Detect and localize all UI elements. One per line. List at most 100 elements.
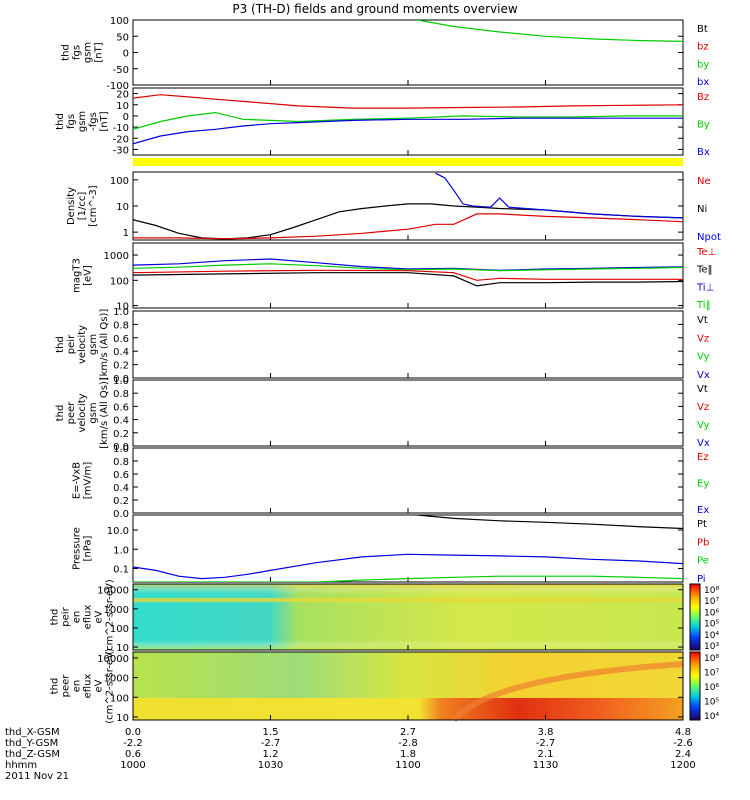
orbit-label: thd_X-GSM [5, 727, 60, 738]
y-axis-label: [cm^-3] [88, 185, 99, 226]
y-axis-label: [nT] [99, 111, 110, 131]
y-axis-label: [km/s (All Qs)] [99, 377, 110, 449]
y-tick-label: 0.6 [113, 334, 129, 345]
y-tick-label: 1 [123, 228, 129, 239]
legend-Te‖: Te‖ [696, 265, 713, 276]
legend-Pe: Pe [697, 556, 709, 567]
y-tick-label: 0.2 [113, 429, 129, 440]
series-Ti⊥ [133, 258, 683, 271]
series-Ti‖ [133, 263, 683, 272]
orbit-value: 4.8 [675, 727, 691, 738]
spectrogram-low-energy [133, 698, 683, 720]
legend-Vx: Vx [697, 370, 710, 381]
series-Te⊥ [133, 269, 683, 281]
y-tick-label: 0.4 [113, 483, 129, 494]
figure-title: P3 (TH-D) fields and ground moments over… [232, 2, 517, 16]
y-tick-label: 0.0 [113, 442, 129, 453]
orbit-value: 1.8 [400, 749, 416, 760]
legend-Ez: Ez [697, 452, 709, 463]
y-tick-label: 10.0 [107, 526, 129, 537]
y-tick-label: 0.6 [113, 402, 129, 413]
ephemeris-bar [133, 158, 683, 166]
date-label: 2011 Nov 21 [5, 771, 69, 782]
legend-Vy: Vy [697, 420, 710, 431]
series-Pi [133, 553, 683, 580]
y-tick-label: 1.0 [113, 307, 129, 318]
y-tick-label: 1.0 [113, 545, 129, 556]
y-axis-label: magT3 [72, 258, 83, 293]
y-axis-label: eV [94, 679, 105, 692]
y-axis-label: en [72, 611, 83, 624]
y-axis-label: thd [55, 336, 66, 353]
colorbar-label: 10³ [704, 642, 719, 652]
orbit-value: 1.5 [263, 727, 279, 738]
legend-Vx: Vx [697, 438, 710, 449]
colorbar [689, 583, 701, 651]
y-tick-label: 0.8 [113, 389, 129, 400]
y-axis-label: [eV] [83, 265, 94, 286]
y-tick-label: 0.1 [113, 565, 129, 576]
y-tick-label: 20 [116, 90, 129, 101]
y-axis-label: fgs [66, 114, 77, 129]
orbit-value: 0.0 [125, 727, 141, 738]
series-Pe [133, 575, 683, 582]
y-tick-label: -20 [113, 134, 129, 145]
orbit-value: 1.2 [263, 749, 279, 760]
legend-Ti⊥: Ti⊥ [696, 282, 714, 293]
y-axis-label: E=-VxB [72, 462, 83, 499]
orbit-label: thd_Y-GSM [5, 738, 58, 749]
legend-Bz: Bz [697, 92, 709, 103]
y-tick-label: 1.0 [113, 376, 129, 387]
y-tick-label: 0 [123, 112, 129, 123]
y-axis-label: velocity [77, 325, 88, 364]
series-Te‖ [133, 272, 683, 287]
legend-Ti‖: Ti‖ [696, 300, 711, 311]
y-tick-label: -10 [113, 123, 129, 134]
y-tick-label: 100 [110, 624, 129, 635]
orbit-value: -2.2 [123, 738, 143, 749]
spectrogram-band [133, 598, 683, 602]
legend-Ex: Ex [697, 505, 709, 516]
y-axis-label: thd [61, 44, 72, 61]
y-axis-label: velocity [77, 393, 88, 432]
colorbar-label: 10⁷ [704, 597, 719, 607]
y-tick-label: 1000 [104, 605, 129, 616]
y-axis-label: en [72, 680, 83, 693]
legend-Ey: Ey [697, 479, 709, 490]
y-tick-label: 0.4 [113, 347, 129, 358]
y-axis-label: thd [55, 113, 66, 130]
colorbar-label: 10⁶ [704, 608, 719, 618]
y-tick-label: 50 [116, 32, 129, 43]
y-axis-label: thd [50, 678, 61, 695]
legend-Pi: Pi [697, 574, 706, 585]
panel-frame [132, 19, 684, 86]
y-tick-label: 0.0 [113, 509, 129, 520]
y-axis-label: gsm [88, 334, 99, 355]
y-tick-label: 100 [110, 693, 129, 704]
panel-frame [132, 87, 684, 156]
y-tick-label: 1000 [104, 674, 129, 685]
orbit-value: 1100 [395, 760, 420, 771]
y-tick-label: 0.8 [113, 320, 129, 331]
legend-Vy: Vy [697, 352, 710, 363]
legend-Npot: Npot [697, 232, 721, 243]
y-axis-label: gsm [83, 42, 94, 63]
y-tick-label: 10 [116, 713, 129, 724]
colorbar-label: 10⁸ [704, 654, 719, 664]
orbit-value: 2.1 [538, 749, 554, 760]
panel-frame [132, 242, 684, 309]
y-tick-label: 0 [123, 49, 129, 60]
legend-Vt: Vt [697, 315, 708, 326]
y-axis-label: gsm [88, 402, 99, 423]
orbit-value: 2.7 [400, 727, 416, 738]
series-by [417, 20, 683, 42]
orbit-value: -2.8 [398, 738, 418, 749]
orbit-value: 3.8 [538, 727, 554, 738]
y-axis-label: eV [94, 610, 105, 623]
legend-Pb: Pb [697, 537, 709, 548]
orbit-label: hhmm [5, 760, 37, 771]
colorbar-label: 10⁴ [704, 631, 719, 641]
y-tick-label: 10 [116, 643, 129, 654]
orbit-value: 0.6 [125, 749, 141, 760]
series-Bz [133, 94, 683, 109]
